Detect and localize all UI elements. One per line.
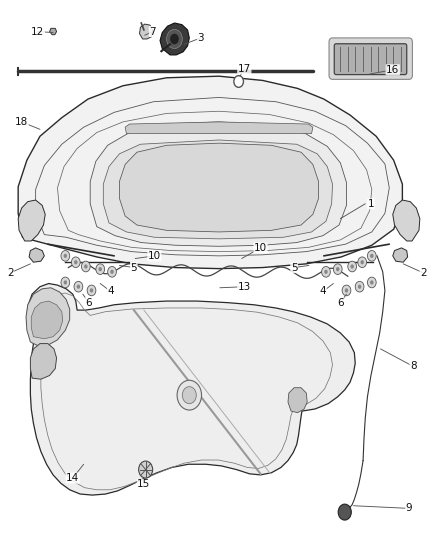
Circle shape	[87, 285, 96, 296]
Text: 6: 6	[337, 297, 344, 308]
Text: 5: 5	[131, 263, 137, 272]
Circle shape	[64, 254, 67, 258]
Polygon shape	[393, 248, 408, 262]
Circle shape	[345, 288, 348, 293]
Circle shape	[139, 461, 152, 478]
Circle shape	[324, 270, 328, 274]
Circle shape	[96, 264, 105, 274]
Circle shape	[336, 267, 339, 271]
Polygon shape	[49, 28, 57, 35]
Circle shape	[342, 285, 351, 296]
Polygon shape	[120, 143, 318, 232]
Text: 6: 6	[85, 297, 92, 308]
Circle shape	[355, 281, 364, 292]
Circle shape	[61, 251, 70, 261]
Text: 10: 10	[148, 251, 161, 261]
Polygon shape	[27, 284, 355, 495]
Text: 3: 3	[198, 33, 204, 43]
Text: 4: 4	[320, 286, 326, 296]
Circle shape	[166, 29, 182, 49]
Text: 12: 12	[31, 27, 44, 37]
Text: 2: 2	[420, 268, 427, 278]
Text: 1: 1	[367, 199, 374, 209]
Circle shape	[99, 267, 102, 271]
Text: 5: 5	[291, 263, 297, 272]
Text: 4: 4	[107, 286, 114, 296]
Circle shape	[358, 285, 361, 289]
Circle shape	[348, 261, 357, 272]
Text: 7: 7	[149, 27, 156, 37]
Circle shape	[333, 264, 342, 274]
Polygon shape	[30, 344, 57, 379]
Circle shape	[77, 285, 80, 289]
Circle shape	[81, 261, 90, 272]
Text: 9: 9	[406, 503, 412, 513]
FancyBboxPatch shape	[329, 38, 413, 79]
Polygon shape	[18, 200, 45, 241]
Circle shape	[358, 257, 367, 268]
Circle shape	[367, 251, 376, 261]
Text: 14: 14	[66, 473, 79, 483]
Text: 8: 8	[410, 361, 417, 372]
Circle shape	[321, 266, 330, 277]
Text: 2: 2	[7, 268, 14, 278]
Circle shape	[108, 266, 117, 277]
Circle shape	[90, 288, 93, 293]
Polygon shape	[26, 288, 70, 346]
Circle shape	[64, 280, 67, 285]
Polygon shape	[31, 301, 63, 339]
Circle shape	[370, 280, 374, 285]
Circle shape	[74, 260, 78, 264]
Polygon shape	[160, 23, 189, 55]
Circle shape	[177, 380, 201, 410]
Text: 17: 17	[238, 64, 251, 74]
Text: 15: 15	[137, 480, 151, 489]
Circle shape	[74, 281, 83, 292]
Circle shape	[360, 260, 364, 264]
Polygon shape	[90, 122, 346, 246]
Circle shape	[338, 504, 351, 520]
Text: 13: 13	[238, 282, 251, 292]
Circle shape	[370, 254, 374, 258]
Polygon shape	[393, 200, 420, 241]
Circle shape	[367, 277, 376, 288]
Text: 16: 16	[386, 65, 399, 75]
Text: 18: 18	[15, 117, 28, 127]
Polygon shape	[288, 387, 307, 413]
Circle shape	[110, 270, 114, 274]
FancyBboxPatch shape	[334, 44, 407, 75]
Circle shape	[71, 257, 80, 268]
Circle shape	[170, 34, 179, 44]
Polygon shape	[125, 122, 313, 134]
Polygon shape	[18, 76, 403, 269]
Polygon shape	[103, 140, 332, 239]
Circle shape	[234, 76, 244, 87]
Polygon shape	[29, 248, 44, 262]
Circle shape	[61, 277, 70, 288]
Circle shape	[182, 386, 196, 403]
Text: 10: 10	[254, 243, 267, 253]
Circle shape	[350, 264, 354, 269]
Circle shape	[84, 264, 88, 269]
Polygon shape	[140, 24, 152, 39]
